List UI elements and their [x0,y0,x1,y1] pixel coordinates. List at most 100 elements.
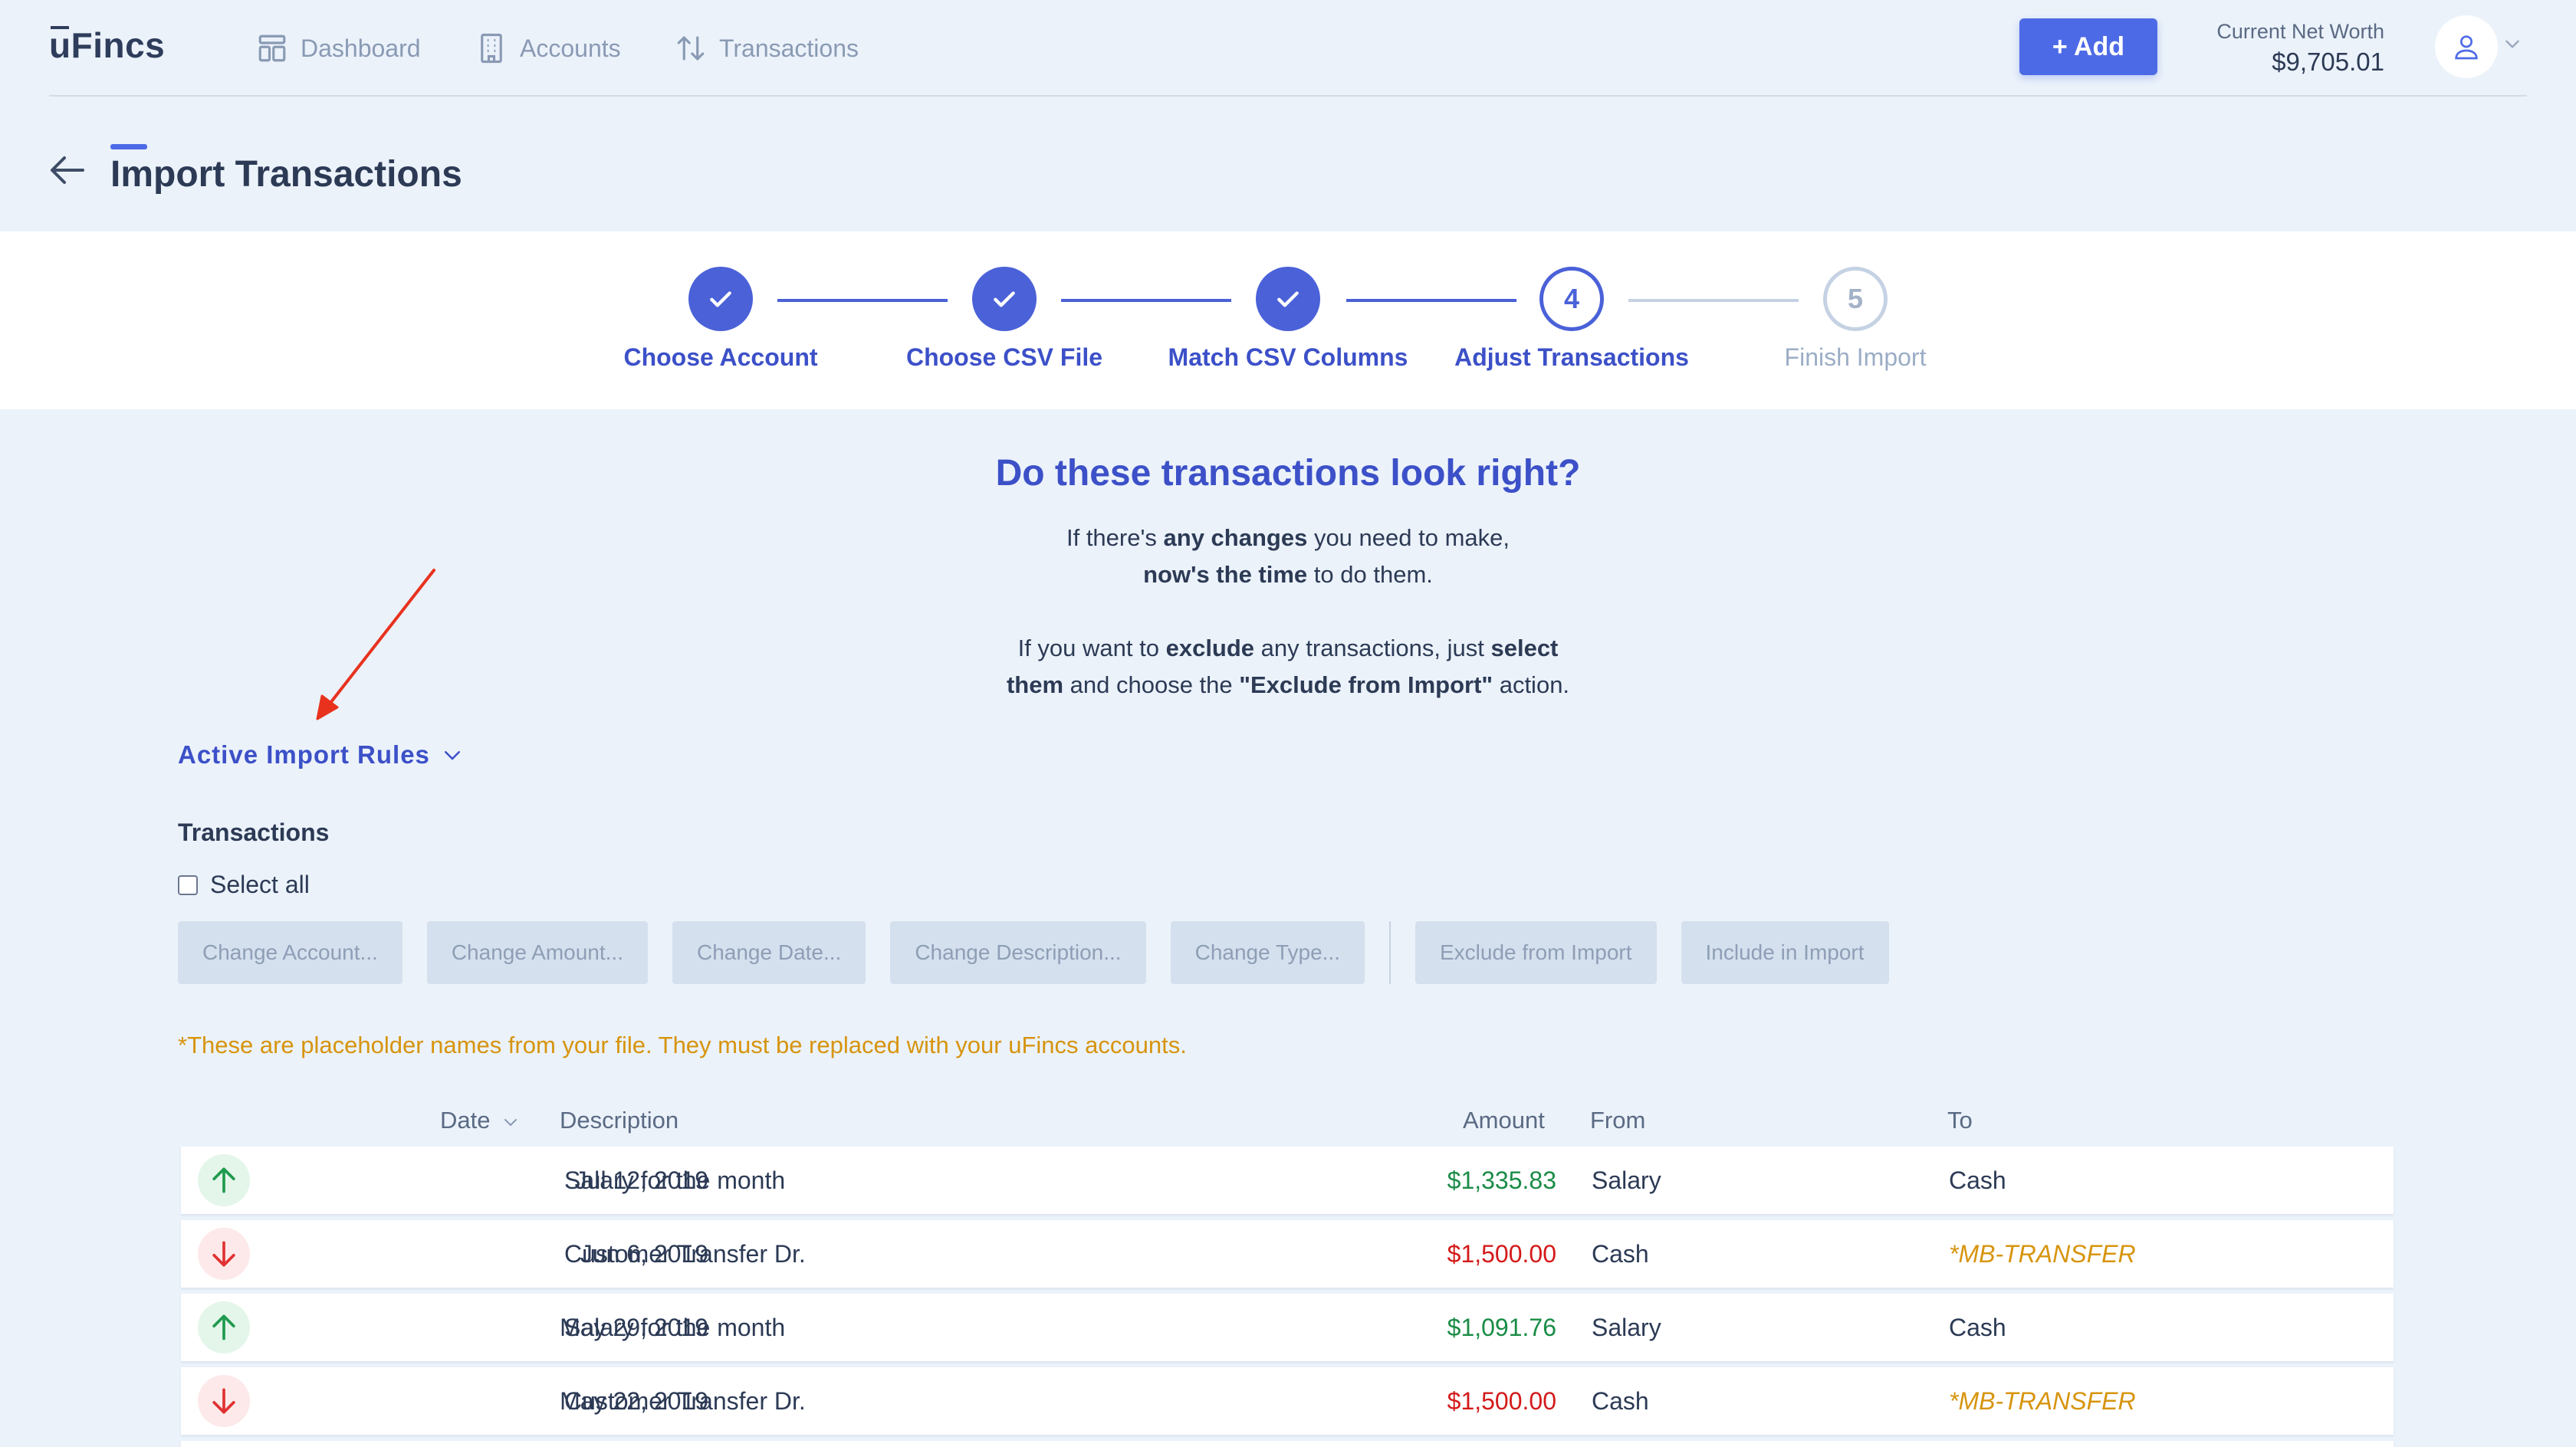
nav-item-label: Dashboard [301,34,421,62]
arrow-down-icon [212,1388,235,1414]
chevron-down-icon [444,751,460,760]
row-description: Customer Transfer Dr. [564,1240,806,1268]
column-header-to[interactable]: To [1947,1107,1973,1134]
row-amount: $1,335.83 [1447,1166,1556,1194]
review-question-heading: Do these transactions look right? [995,453,1581,494]
step-match-csv-columns[interactable]: Match CSV Columns [1150,267,1426,372]
intro-line: now's the time to do them. [0,556,2576,593]
intro-text: and choose the [1063,671,1240,698]
step-complete-circle [972,267,1037,331]
arrow-up-icon [212,1167,235,1193]
change-date-button[interactable]: Change Date... [672,921,866,984]
row-to-account: Cash [1949,1314,2006,1341]
change-description-button[interactable]: Change Description... [890,921,1146,984]
step-finish-import: 5 Finish Import [1717,267,1993,372]
intro-line: If there's any changes you need to make, [0,520,2576,556]
building-icon [481,33,502,64]
step-complete-circle [688,267,753,331]
intro-text: any transactions, just [1254,635,1491,661]
nav-item-accounts[interactable]: Accounts [475,32,621,64]
rules-toggle-label: Active Import Rules [178,740,430,769]
expense-indicator [198,1375,250,1427]
arrow-down-icon [212,1241,235,1267]
nav-item-transactions[interactable]: Transactions [675,32,859,64]
column-header-label: Date [440,1107,491,1134]
column-header-from[interactable]: From [1590,1107,1646,1134]
table-row-partial [181,1441,2394,1447]
exclude-from-import-button[interactable]: Exclude from Import [1415,921,1657,984]
placeholder-warning-note: *These are placeholder names from your f… [178,1032,1187,1058]
checkbox-box[interactable] [178,874,198,895]
row-date: Jul 12, 2019 [574,1166,708,1194]
add-button[interactable]: + Add [2019,18,2157,75]
checkmark-icon [994,291,1015,307]
page-title: Import Transactions [110,154,462,195]
checkmark-icon [1277,291,1299,307]
step-adjust-transactions[interactable]: 4 Adjust Transactions [1434,267,1710,372]
step-label: Finish Import [1784,343,1927,371]
title-accent-bar [110,144,147,149]
change-amount-button[interactable]: Change Amount... [426,921,648,984]
table-row[interactable]: Jul 12, 2019 Salary for the month $1,335… [181,1147,2394,1214]
step-connector [1061,299,1231,302]
row-from-account: Cash [1592,1240,1649,1268]
step-connector [777,299,948,302]
table-row[interactable]: Jun 6, 2019 Customer Transfer Dr. $1,500… [181,1220,2394,1288]
bulk-actions-toolbar: Change Account... Change Amount... Chang… [178,921,1914,984]
row-amount: $1,500.00 [1447,1240,1556,1268]
intro-line: If you want to exclude any transactions,… [0,630,2576,667]
step-label: Match CSV Columns [1168,343,1408,371]
arrow-up-icon [212,1314,235,1340]
step-choose-csv-file[interactable]: Choose CSV File [866,267,1142,372]
active-import-rules-toggle[interactable]: Active Import Rules [178,740,464,769]
intro-line: them and choose the "Exclude from Import… [0,667,2576,704]
net-worth-value: $9,705.01 [2272,48,2384,76]
checkmark-icon [710,291,731,307]
step-connector [1628,299,1799,302]
import-stepper: Choose Account Choose CSV File Match CSV… [0,231,2576,409]
select-all-checkbox[interactable]: Select all [178,871,310,899]
intro-text: If there's [1066,524,1164,551]
column-header-date[interactable]: Date [440,1107,520,1134]
app-logo-text: uFincs [49,25,166,65]
toolbar-divider [1389,921,1391,984]
step-complete-circle [1256,267,1320,331]
row-date: May 29, 2019 [560,1314,708,1341]
row-to-account-placeholder: *MB-TRANSFER [1949,1240,2136,1268]
intro-emphasis: them [1006,671,1064,698]
intro-text: to do them. [1307,561,1433,588]
back-arrow-icon[interactable] [49,153,86,187]
table-row[interactable]: May 22, 2019 Customer Transfer Dr. $1,50… [181,1367,2394,1435]
nav-item-dashboard[interactable]: Dashboard [256,32,421,64]
table-row[interactable]: May 29, 2019 Salary for the month $1,091… [181,1294,2394,1361]
column-header-amount[interactable]: Amount [1463,1107,1545,1134]
step-label: Choose Account [623,343,818,371]
step-choose-account[interactable]: Choose Account [583,267,859,372]
nav-item-label: Accounts [520,34,621,62]
income-indicator [198,1154,250,1206]
header-divider [49,95,2527,97]
row-date: Jun 6, 2019 [580,1240,708,1268]
intro-emphasis: any changes [1163,524,1308,551]
column-header-description[interactable]: Description [560,1107,679,1134]
row-from-account: Cash [1592,1387,1649,1415]
step-label: Choose CSV File [905,343,1103,371]
step-label: Adjust Transactions [1454,343,1689,371]
chevron-down-icon[interactable] [2502,34,2522,54]
step-number-circle: 5 [1823,267,1888,331]
intro-emphasis: select [1490,635,1559,661]
row-from-account: Salary [1592,1314,1661,1341]
row-to-account-placeholder: *MB-TRANSFER [1949,1387,2136,1415]
app-logo[interactable]: uFincs [49,25,165,66]
user-menu-avatar[interactable] [2435,15,2498,78]
change-account-button[interactable]: Change Account... [178,921,402,984]
user-icon [2455,35,2478,60]
change-type-button[interactable]: Change Type... [1170,921,1365,984]
row-date: May 22, 2019 [560,1387,708,1415]
row-description: Salary for the month [564,1314,786,1341]
include-in-import-button[interactable]: Include in Import [1681,921,1889,984]
dashboard-icon [258,34,286,62]
intro-text: If you want to [1017,635,1166,661]
intro-text: action. [1493,671,1570,698]
intro-emphasis: now's the time [1143,561,1308,588]
